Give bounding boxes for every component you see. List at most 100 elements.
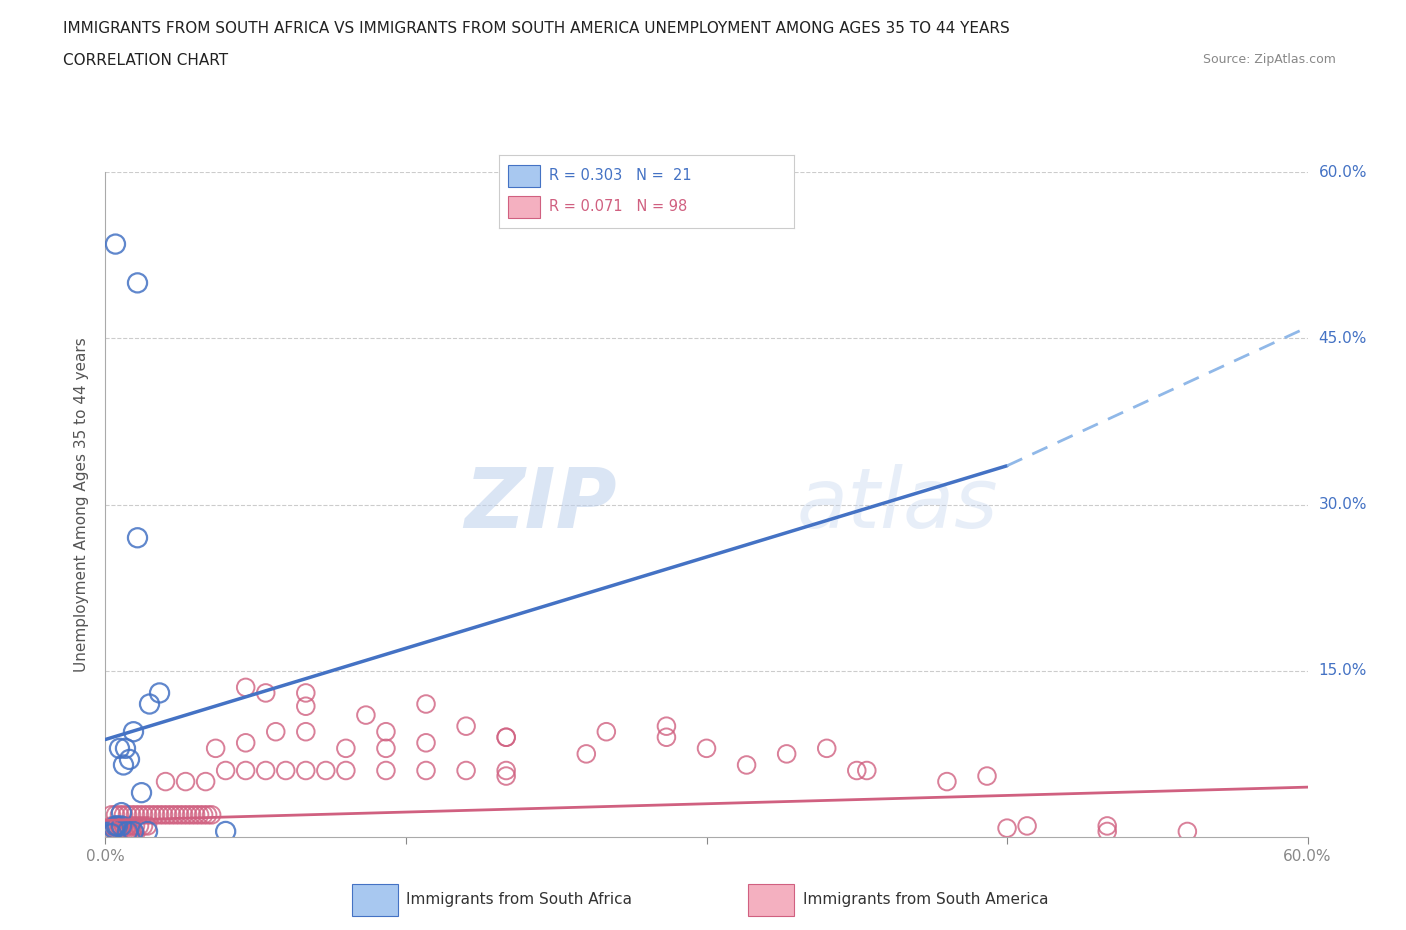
- Bar: [508, 196, 540, 218]
- Point: [104, 807, 127, 822]
- Point: [201, 807, 224, 822]
- Point: [274, 763, 297, 777]
- Text: Immigrants from South Africa: Immigrants from South Africa: [406, 892, 633, 908]
- Point: [104, 826, 127, 841]
- Point: [112, 818, 135, 833]
- Point: [193, 807, 215, 822]
- Point: [118, 752, 141, 767]
- Point: [108, 818, 131, 833]
- Point: [415, 697, 437, 711]
- Text: atlas: atlas: [797, 464, 998, 545]
- Point: [118, 826, 141, 841]
- Point: [995, 820, 1018, 835]
- Point: [936, 774, 959, 789]
- Point: [1097, 818, 1119, 833]
- Point: [121, 818, 143, 833]
- Point: [235, 680, 257, 695]
- Point: [495, 763, 517, 777]
- Point: [354, 708, 377, 723]
- Point: [214, 824, 236, 839]
- Point: [145, 807, 167, 822]
- Point: [127, 275, 149, 290]
- Point: [374, 763, 398, 777]
- Point: [335, 741, 357, 756]
- Point: [214, 763, 236, 777]
- Text: 45.0%: 45.0%: [1319, 331, 1367, 346]
- Point: [100, 826, 122, 841]
- Point: [254, 763, 277, 777]
- Point: [141, 807, 163, 822]
- Point: [148, 685, 170, 700]
- Point: [117, 826, 139, 841]
- Point: [114, 826, 136, 841]
- Point: [169, 807, 191, 822]
- Point: [138, 697, 160, 711]
- Text: 15.0%: 15.0%: [1319, 663, 1367, 678]
- Point: [295, 685, 318, 700]
- Point: [128, 818, 150, 833]
- Point: [335, 763, 357, 777]
- Text: 60.0%: 60.0%: [1319, 165, 1367, 179]
- Point: [112, 807, 135, 822]
- Point: [148, 807, 170, 822]
- Point: [655, 719, 678, 734]
- Point: [655, 730, 678, 745]
- Point: [1017, 818, 1039, 833]
- Point: [107, 826, 129, 841]
- Point: [155, 774, 177, 789]
- Point: [235, 763, 257, 777]
- Point: [495, 768, 517, 783]
- Point: [124, 818, 146, 833]
- Text: IMMIGRANTS FROM SOUTH AFRICA VS IMMIGRANTS FROM SOUTH AMERICA UNEMPLOYMENT AMONG: IMMIGRANTS FROM SOUTH AFRICA VS IMMIGRAN…: [63, 21, 1010, 36]
- Text: R = 0.071   N = 98: R = 0.071 N = 98: [550, 199, 688, 214]
- Point: [122, 824, 145, 839]
- Text: 30.0%: 30.0%: [1319, 497, 1367, 512]
- Point: [117, 824, 139, 839]
- Point: [204, 741, 226, 756]
- Point: [104, 818, 127, 833]
- Point: [122, 826, 145, 841]
- Text: CORRELATION CHART: CORRELATION CHART: [63, 53, 228, 68]
- Point: [295, 763, 318, 777]
- Point: [295, 724, 318, 739]
- Point: [180, 807, 202, 822]
- Text: Immigrants from South America: Immigrants from South America: [803, 892, 1049, 908]
- Point: [735, 758, 758, 773]
- Bar: [352, 884, 398, 916]
- Bar: [748, 884, 794, 916]
- Point: [136, 818, 159, 833]
- Point: [108, 807, 131, 822]
- Point: [374, 724, 398, 739]
- Point: [132, 818, 155, 833]
- Bar: [508, 165, 540, 187]
- Point: [264, 724, 287, 739]
- Point: [156, 807, 179, 822]
- Y-axis label: Unemployment Among Ages 35 to 44 years: Unemployment Among Ages 35 to 44 years: [75, 338, 90, 671]
- Point: [855, 763, 877, 777]
- Point: [107, 818, 129, 833]
- Point: [117, 818, 139, 833]
- Point: [254, 685, 277, 700]
- Point: [374, 741, 398, 756]
- Point: [976, 768, 998, 783]
- Point: [108, 741, 131, 756]
- Point: [174, 774, 197, 789]
- Point: [132, 807, 155, 822]
- Point: [315, 763, 337, 777]
- Point: [103, 820, 125, 835]
- Point: [110, 818, 132, 833]
- Point: [110, 805, 132, 820]
- Point: [1177, 824, 1199, 839]
- Point: [575, 747, 598, 762]
- Point: [197, 807, 219, 822]
- Point: [454, 763, 477, 777]
- Point: [112, 826, 135, 841]
- Point: [108, 826, 131, 841]
- Text: R = 0.303   N =  21: R = 0.303 N = 21: [550, 168, 692, 183]
- Point: [495, 730, 517, 745]
- Point: [122, 724, 145, 739]
- Point: [104, 236, 127, 251]
- Point: [176, 807, 198, 822]
- Point: [1097, 824, 1119, 839]
- Point: [121, 826, 143, 841]
